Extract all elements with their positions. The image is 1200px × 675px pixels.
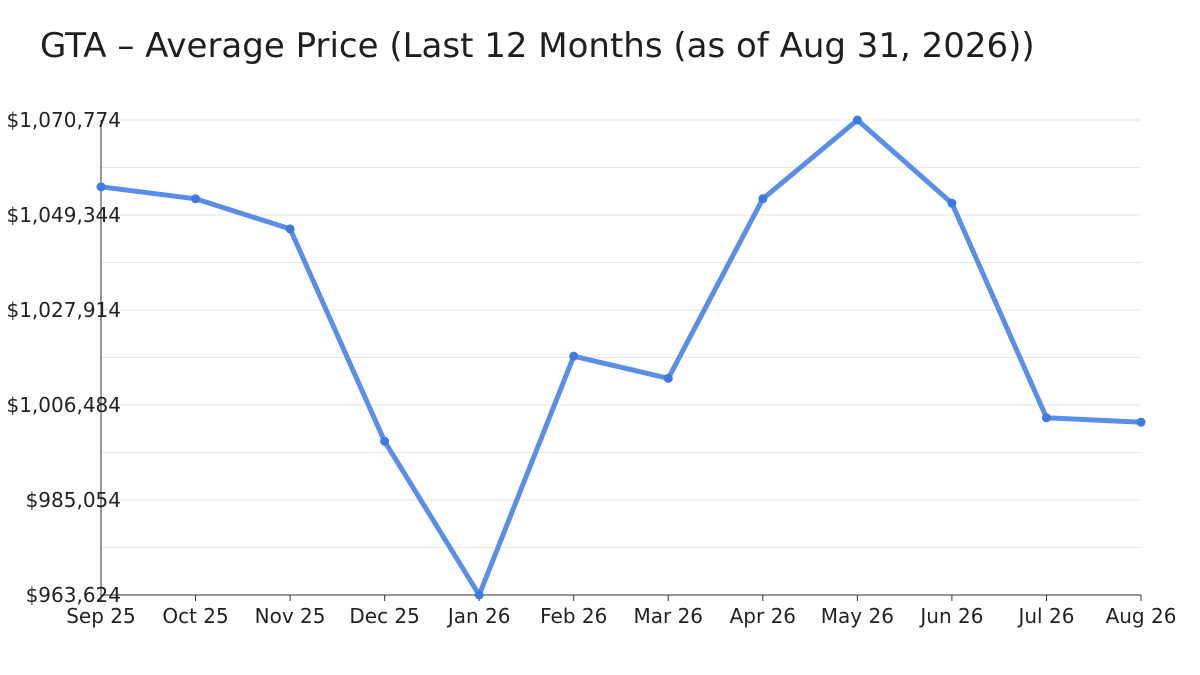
x-tick-label: Dec 25: [349, 604, 420, 628]
x-tick-label: Jul 26: [1016, 604, 1074, 628]
x-tick-label: Apr 26: [730, 604, 796, 628]
y-tick-label: $985,054: [26, 488, 121, 512]
data-point: [474, 590, 484, 600]
data-point: [663, 373, 673, 383]
data-point: [191, 194, 201, 204]
y-tick-label: $1,006,484: [6, 393, 121, 417]
x-tick-label: Nov 25: [255, 604, 326, 628]
tick-labels: $963,624 $985,054 $1,006,484 $1,027,914 $1,0…: [6, 108, 1176, 628]
data-point: [569, 351, 579, 361]
data-point: [758, 194, 768, 204]
y-tick-label: $963,624: [26, 583, 121, 607]
x-tick-label: Feb 26: [540, 604, 607, 628]
y-tick-label: $1,027,914: [6, 298, 121, 322]
x-tick-label: Oct 25: [162, 604, 228, 628]
data-point: [852, 115, 862, 125]
gridlines: [101, 119, 1141, 548]
data-point: [1041, 413, 1051, 423]
data-point: [947, 198, 957, 208]
data-point: [380, 436, 390, 446]
data-point: [1136, 417, 1146, 427]
x-tick-label: Aug 26: [1106, 604, 1177, 628]
data-point: [96, 182, 106, 192]
x-tick-label: Mar 26: [633, 604, 703, 628]
series-line: [98, 117, 1144, 598]
y-tick-label: $1,049,344: [6, 203, 121, 227]
y-tick-label: $1,070,774: [6, 108, 121, 132]
series-line-group: [98, 117, 1144, 598]
chart-title: GTA – Average Price (Last 12 Months (as …: [40, 26, 1035, 66]
x-tick-label: May 26: [821, 604, 894, 628]
x-tick-label: Sep 25: [66, 604, 136, 628]
data-point: [285, 224, 295, 234]
x-tick-label: Jan 26: [446, 604, 511, 628]
x-tick-label: Jun 26: [918, 604, 983, 628]
data-points: [96, 115, 1146, 600]
axes: [100, 120, 1142, 601]
